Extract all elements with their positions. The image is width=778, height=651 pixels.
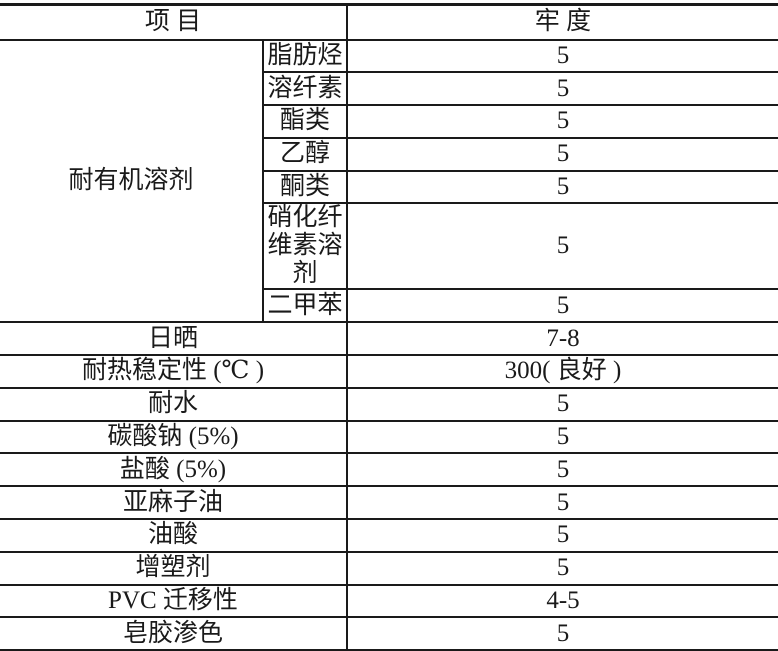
table-row: 溶纤素 5 <box>0 72 778 106</box>
item-name: 增塑剂 <box>135 554 211 582</box>
table-row: 耐热稳定性 (℃ ) 300( 良好 ) <box>0 355 778 388</box>
solvent-name: 脂肪烃 <box>262 39 347 73</box>
table-row: 二甲苯 5 <box>0 289 778 323</box>
table-row: 增塑剂 5 <box>0 551 778 585</box>
table-row: 油酸 5 <box>0 519 778 552</box>
solvent-name: 酯类 <box>262 105 347 138</box>
solvent-name: 乙醇 <box>262 137 347 171</box>
table-row: 耐有机溶剂 脂肪烃 5 <box>0 39 778 194</box>
item-name: 日晒 <box>147 324 198 352</box>
fastness-value: 5 <box>346 137 778 171</box>
fastness-value: 5 <box>346 105 778 138</box>
fastness-value: 5 <box>346 72 778 106</box>
item-name: 油酸 <box>147 521 198 549</box>
group-label: 耐有机溶剂 <box>68 166 194 194</box>
fastness-value: 4-5 <box>346 584 778 618</box>
fastness-value: 5 <box>346 387 778 421</box>
table-row: PVC 迁移性 4-5 <box>0 584 778 618</box>
fastness-value: 5 <box>346 203 778 290</box>
solvent-name: 酮类 <box>262 170 347 204</box>
table-row: 碳酸钠 (5%) 5 <box>0 420 778 454</box>
item-name: 盐酸 (5%) <box>119 455 227 483</box>
fastness-table: 项 目 牢 度 耐有机溶剂 脂肪烃 5 溶纤素 5 酯类 5 乙醇 5 酮类 5 硝化纤维素溶剂 5 二甲… <box>0 3 778 651</box>
item-name: 皂胶渗色 <box>122 619 223 647</box>
item-name: 耐热稳定性 (℃ ) <box>81 357 265 385</box>
fastness-value: 300( 良好 ) <box>346 355 778 388</box>
fastness-value: 5 <box>346 170 778 204</box>
fastness-value: 7-8 <box>346 322 778 356</box>
fastness-value: 5 <box>346 420 778 454</box>
table-row: 乙醇 5 <box>0 137 778 171</box>
fastness-value: 5 <box>346 39 778 73</box>
table-row: 酯类 5 <box>0 105 778 138</box>
solvent-name: 硝化纤维素溶剂 <box>262 203 347 290</box>
table-row: 皂胶渗色 5 <box>0 617 778 651</box>
solvent-name: 二甲苯 <box>262 289 347 323</box>
header-row: 项 目 牢 度 <box>0 4 778 40</box>
header-value: 牢 度 <box>346 4 778 40</box>
table-row: 盐酸 (5%) 5 <box>0 453 778 487</box>
fastness-value: 5 <box>346 453 778 487</box>
fastness-value: 5 <box>346 617 778 651</box>
item-name: PVC 迁移性 <box>108 587 238 615</box>
fastness-value: 5 <box>346 289 778 323</box>
fastness-value: 5 <box>346 519 778 552</box>
item-name: 亚麻子油 <box>122 488 223 516</box>
header-item: 项 目 <box>144 8 202 36</box>
fastness-value: 5 <box>346 486 778 520</box>
table-body: 耐有机溶剂 脂肪烃 5 溶纤素 5 酯类 5 乙醇 5 酮类 5 硝化纤维素溶剂 5 二甲苯 5 日晒 7-8 耐… <box>0 39 778 651</box>
item-name: 耐水 <box>147 390 198 418</box>
table-row: 硝化纤维素溶剂 5 <box>0 203 778 290</box>
table-row: 酮类 5 <box>0 170 778 204</box>
table-row: 耐水 5 <box>0 387 778 421</box>
table-row: 日晒 7-8 <box>0 322 778 356</box>
fastness-value: 5 <box>346 551 778 585</box>
solvent-name: 溶纤素 <box>262 72 347 106</box>
table-row: 亚麻子油 5 <box>0 486 778 520</box>
item-name: 碳酸钠 (5%) <box>107 423 239 451</box>
